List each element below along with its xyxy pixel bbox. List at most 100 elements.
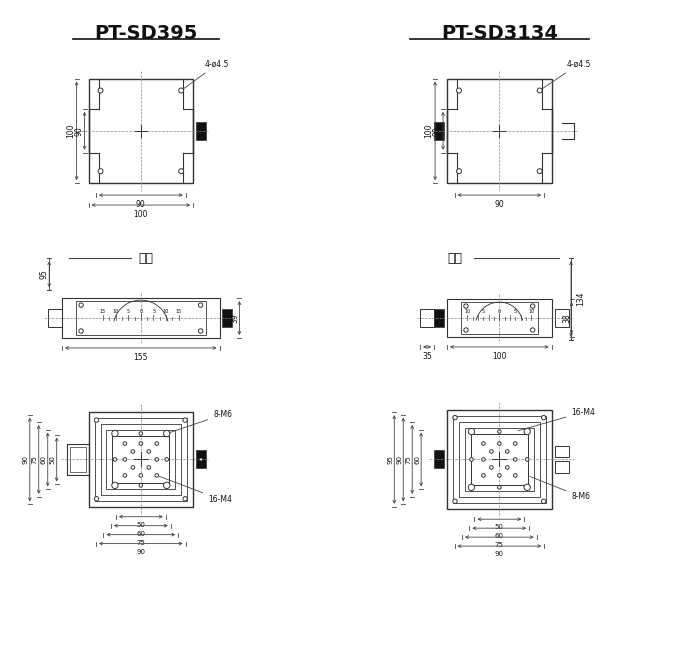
Circle shape: [524, 484, 530, 491]
Bar: [420, 309, 434, 327]
Circle shape: [530, 328, 535, 332]
Circle shape: [526, 457, 529, 461]
Text: 50: 50: [137, 522, 146, 528]
Bar: [555, 446, 568, 457]
Circle shape: [530, 304, 535, 308]
Circle shape: [147, 450, 150, 453]
Text: 90: 90: [23, 455, 29, 464]
Text: 39: 39: [230, 313, 239, 323]
Circle shape: [490, 465, 493, 469]
Circle shape: [155, 457, 158, 461]
Text: 100: 100: [133, 210, 148, 219]
Circle shape: [131, 465, 135, 469]
Text: 60: 60: [495, 533, 504, 539]
Circle shape: [113, 457, 117, 461]
Text: 95: 95: [388, 455, 393, 464]
Bar: [95, 418, 187, 501]
Text: PT-SD395: PT-SD395: [94, 24, 197, 42]
Bar: [434, 450, 444, 469]
Bar: [465, 428, 534, 491]
Bar: [67, 444, 88, 475]
Circle shape: [200, 458, 203, 461]
Text: 60: 60: [41, 455, 47, 464]
Circle shape: [139, 432, 143, 436]
Bar: [434, 122, 444, 140]
Circle shape: [98, 168, 103, 174]
Bar: [107, 430, 175, 489]
Bar: [222, 309, 233, 327]
Text: 5: 5: [513, 309, 517, 314]
Bar: [69, 446, 86, 473]
Text: PT-SD3134: PT-SD3134: [441, 24, 558, 42]
Circle shape: [95, 418, 99, 422]
Text: 38: 38: [562, 313, 571, 323]
Circle shape: [183, 497, 188, 501]
Circle shape: [79, 329, 83, 333]
Bar: [447, 410, 551, 509]
Circle shape: [139, 483, 143, 487]
Circle shape: [481, 442, 486, 446]
Bar: [453, 416, 545, 503]
Circle shape: [139, 473, 143, 477]
Text: 10: 10: [163, 309, 169, 314]
Circle shape: [498, 485, 501, 489]
Circle shape: [498, 473, 501, 477]
Bar: [196, 122, 206, 140]
Bar: [62, 298, 220, 338]
Bar: [88, 78, 193, 183]
Bar: [76, 301, 205, 335]
Text: 75: 75: [495, 542, 504, 548]
Text: 134: 134: [576, 292, 585, 306]
Circle shape: [505, 450, 509, 453]
Text: 8-M6: 8-M6: [530, 477, 590, 501]
Text: 16-M4: 16-M4: [518, 408, 596, 431]
Text: 60: 60: [414, 455, 420, 464]
Text: 摆心: 摆心: [447, 252, 462, 265]
Text: 5: 5: [482, 309, 485, 314]
Circle shape: [537, 88, 542, 93]
Bar: [471, 434, 528, 485]
Circle shape: [179, 88, 184, 93]
Circle shape: [112, 482, 118, 489]
Circle shape: [498, 430, 501, 434]
Circle shape: [453, 416, 457, 420]
Text: 50: 50: [50, 455, 56, 464]
Text: 90: 90: [136, 200, 146, 209]
Bar: [88, 412, 193, 507]
Text: 90: 90: [432, 126, 441, 136]
Text: 100: 100: [492, 352, 507, 361]
Text: 4-ø4.5: 4-ø4.5: [184, 60, 229, 89]
Circle shape: [464, 304, 468, 308]
Circle shape: [95, 497, 99, 501]
Circle shape: [147, 465, 150, 469]
Text: 100: 100: [424, 123, 434, 138]
Circle shape: [481, 473, 486, 477]
Bar: [48, 309, 62, 327]
Circle shape: [123, 457, 126, 461]
Bar: [196, 450, 206, 469]
Circle shape: [490, 450, 493, 453]
Text: 5: 5: [126, 309, 129, 314]
Circle shape: [199, 303, 203, 308]
Circle shape: [123, 473, 126, 477]
Bar: [434, 309, 444, 327]
Text: 95: 95: [39, 269, 49, 279]
Bar: [101, 424, 181, 495]
Text: 15: 15: [100, 309, 106, 314]
Bar: [461, 302, 538, 334]
Text: 75: 75: [405, 455, 411, 464]
Bar: [112, 436, 169, 483]
Circle shape: [131, 450, 135, 453]
Bar: [555, 309, 568, 327]
Text: 90: 90: [74, 126, 83, 136]
Circle shape: [183, 418, 188, 422]
Circle shape: [164, 482, 170, 489]
Circle shape: [470, 457, 473, 461]
Circle shape: [164, 430, 170, 437]
Circle shape: [456, 168, 462, 174]
Text: 8-M6: 8-M6: [169, 410, 232, 433]
Bar: [459, 422, 540, 497]
Circle shape: [541, 416, 546, 420]
Text: 4-ø4.5: 4-ø4.5: [542, 60, 591, 89]
Circle shape: [98, 88, 103, 93]
